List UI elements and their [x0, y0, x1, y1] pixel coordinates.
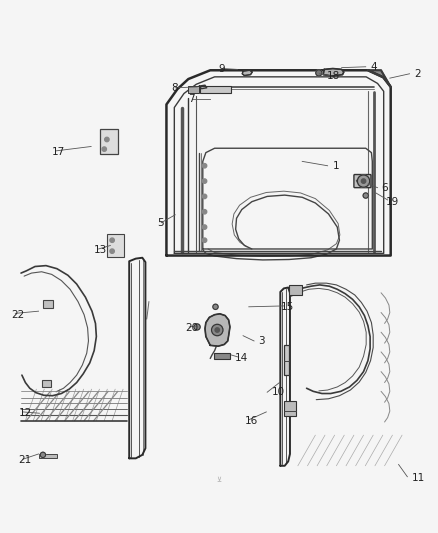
Bar [39, 454, 57, 458]
Text: 6: 6 [381, 183, 388, 192]
Text: 22: 22 [11, 310, 24, 320]
Text: 3: 3 [258, 336, 265, 346]
Text: 7: 7 [188, 94, 195, 104]
Circle shape [194, 324, 200, 330]
Circle shape [40, 452, 46, 457]
Circle shape [215, 328, 219, 332]
Text: 15: 15 [280, 302, 293, 312]
Text: 10: 10 [272, 387, 285, 397]
Text: 4: 4 [370, 62, 377, 72]
Circle shape [361, 179, 366, 183]
Polygon shape [205, 314, 230, 346]
Text: 14: 14 [234, 353, 247, 364]
Circle shape [105, 138, 109, 142]
Text: ⊻: ⊻ [216, 477, 222, 483]
Circle shape [202, 209, 207, 214]
Polygon shape [242, 70, 252, 76]
Circle shape [110, 238, 114, 243]
Circle shape [202, 238, 207, 243]
Polygon shape [368, 70, 391, 87]
Text: 12: 12 [18, 408, 32, 418]
Bar [289, 285, 302, 295]
Circle shape [213, 304, 218, 310]
Circle shape [212, 324, 223, 336]
Circle shape [357, 175, 370, 187]
Bar [284, 400, 296, 416]
Text: 13: 13 [94, 245, 107, 255]
Text: 5: 5 [157, 217, 163, 228]
Circle shape [202, 194, 207, 199]
Text: 17: 17 [52, 147, 65, 157]
Text: 18: 18 [327, 71, 340, 82]
Bar [214, 353, 230, 359]
Circle shape [202, 164, 207, 168]
FancyBboxPatch shape [354, 174, 371, 188]
Circle shape [316, 70, 322, 76]
Bar [284, 345, 289, 375]
Text: 20: 20 [185, 323, 198, 333]
Bar [43, 300, 53, 308]
Circle shape [202, 179, 207, 183]
Text: 8: 8 [171, 83, 177, 93]
Circle shape [202, 225, 207, 229]
Circle shape [110, 249, 114, 253]
Bar [42, 379, 51, 386]
Bar [107, 234, 124, 257]
Bar [100, 129, 118, 155]
Text: 21: 21 [18, 455, 32, 465]
Text: 1: 1 [333, 161, 339, 171]
Text: 16: 16 [244, 416, 258, 426]
Polygon shape [323, 69, 344, 76]
Circle shape [102, 147, 106, 151]
Circle shape [363, 193, 368, 198]
Bar [200, 86, 231, 93]
Text: 2: 2 [414, 69, 420, 79]
Text: 9: 9 [218, 63, 225, 74]
Polygon shape [188, 86, 199, 93]
Text: 11: 11 [412, 473, 425, 482]
Text: 19: 19 [385, 197, 399, 207]
